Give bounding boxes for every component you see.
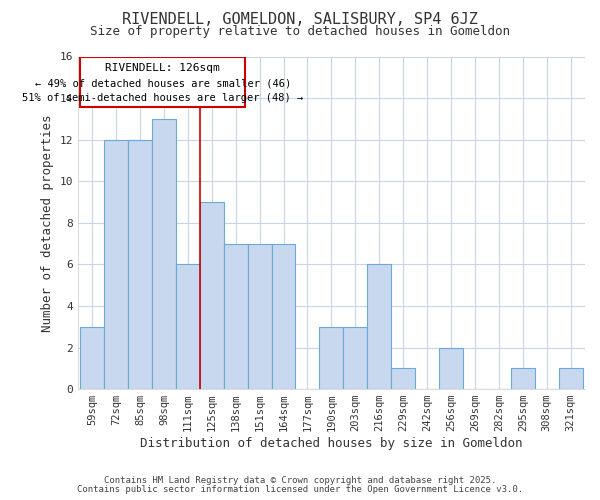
Bar [104, 140, 128, 389]
FancyBboxPatch shape [80, 56, 245, 108]
Bar [80, 326, 104, 389]
Bar [559, 368, 583, 389]
Bar [391, 368, 415, 389]
Bar [367, 264, 391, 389]
Text: ← 49% of detached houses are smaller (46): ← 49% of detached houses are smaller (46… [35, 78, 291, 88]
Text: RIVENDELL, GOMELDON, SALISBURY, SP4 6JZ: RIVENDELL, GOMELDON, SALISBURY, SP4 6JZ [122, 12, 478, 28]
Bar [319, 326, 343, 389]
Bar [248, 244, 272, 389]
Bar [511, 368, 535, 389]
Bar [272, 244, 295, 389]
Text: Contains public sector information licensed under the Open Government Licence v3: Contains public sector information licen… [77, 485, 523, 494]
Text: Size of property relative to detached houses in Gomeldon: Size of property relative to detached ho… [90, 25, 510, 38]
Bar [200, 202, 224, 389]
Y-axis label: Number of detached properties: Number of detached properties [41, 114, 54, 332]
X-axis label: Distribution of detached houses by size in Gomeldon: Distribution of detached houses by size … [140, 437, 523, 450]
Text: RIVENDELL: 126sqm: RIVENDELL: 126sqm [106, 62, 220, 72]
Bar [176, 264, 200, 389]
Bar [224, 244, 248, 389]
Bar [128, 140, 152, 389]
Bar [152, 119, 176, 389]
Bar [439, 348, 463, 389]
Bar [343, 326, 367, 389]
Text: Contains HM Land Registry data © Crown copyright and database right 2025.: Contains HM Land Registry data © Crown c… [104, 476, 496, 485]
Text: 51% of semi-detached houses are larger (48) →: 51% of semi-detached houses are larger (… [22, 93, 304, 103]
